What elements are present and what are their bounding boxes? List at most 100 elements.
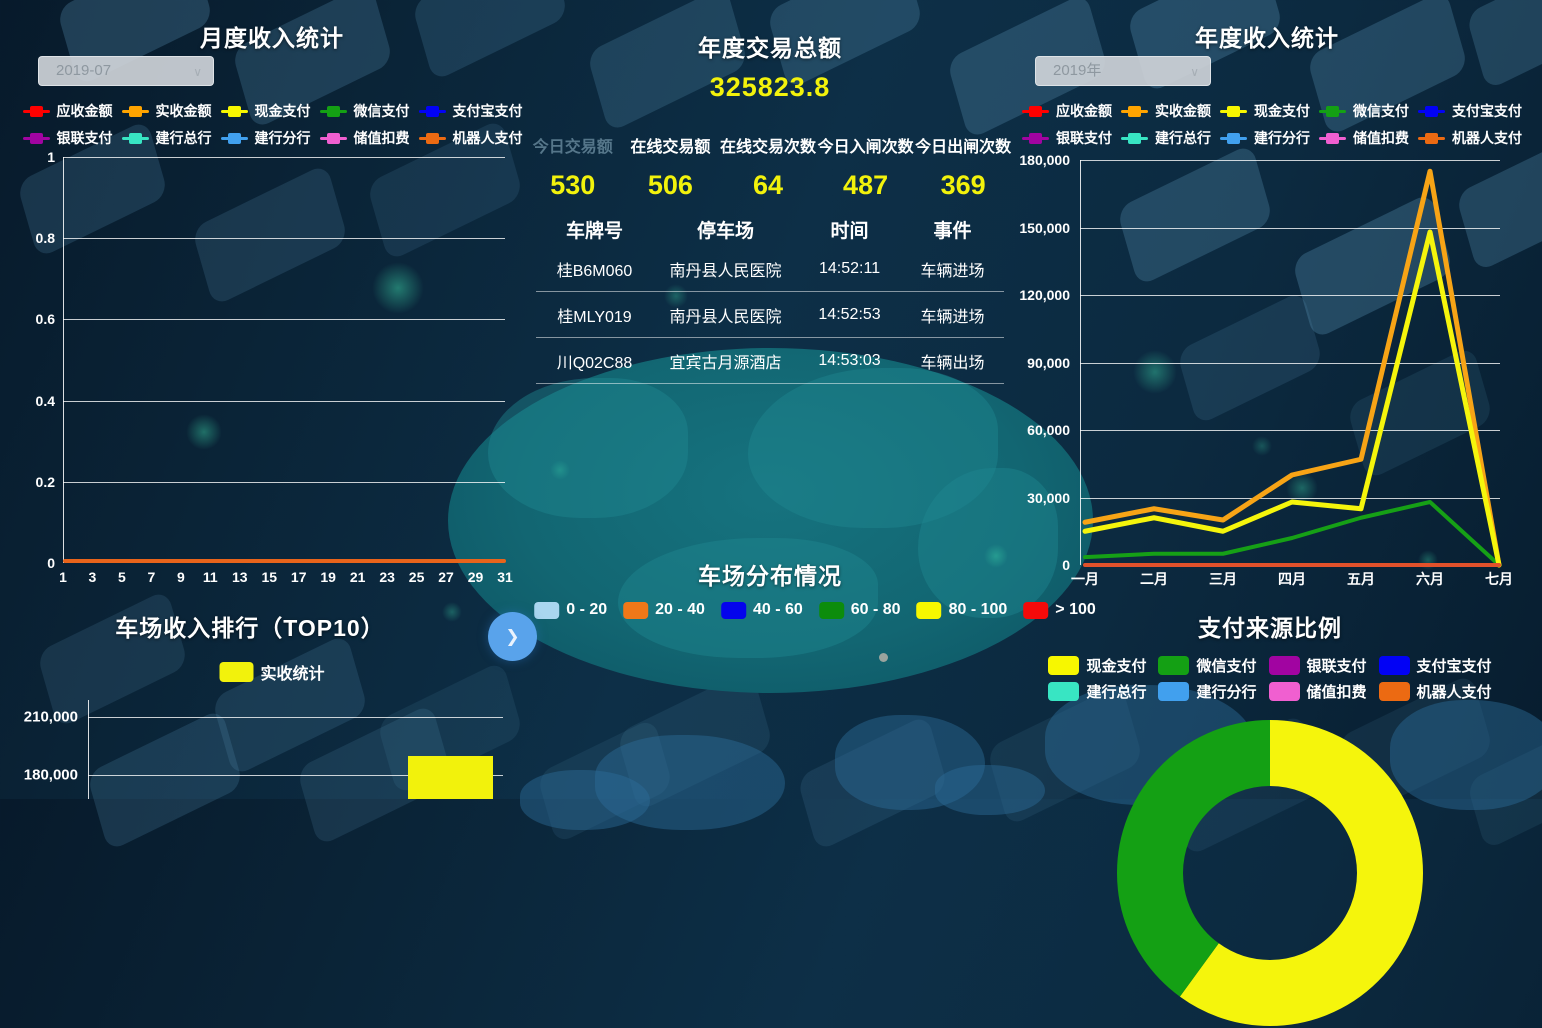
x-axis-tick-label: 13 (232, 569, 248, 585)
x-axis-tick-label: 七月 (1485, 571, 1513, 587)
globe-land (918, 468, 1058, 618)
legend-marker-icon (1220, 132, 1247, 144)
legend-label: 支付宝支付 (1452, 103, 1522, 119)
legend-marker-icon (319, 132, 347, 144)
legend-label: 银联支付 (1306, 658, 1367, 675)
legend-label: 20 - 40 (655, 601, 705, 618)
legend-item[interactable]: 支付宝支付 (1378, 655, 1492, 676)
legend-marker-icon (1268, 682, 1300, 701)
table-row: 川Q02C88 宜宾古月源酒店 14:53:03 车辆出场 (536, 338, 1004, 384)
legend-item[interactable]: 60 - 80 (818, 601, 901, 619)
annual-income-title: 年度收入统计 (1195, 25, 1339, 51)
payment-legend: 现金支付 微信支付 银联支付 支付宝支付建行总行 建行分行 储值扣费 机器人支付 (1040, 655, 1500, 702)
table-cell: 南丹县人民医院 (669, 262, 782, 280)
legend-marker-icon (1121, 132, 1148, 144)
stats-row: 今日交易额 530 在线交易额 506 在线交易次数 64 今日入闸次数 487 今日出闸次数 3… (524, 133, 1012, 201)
legend-item[interactable]: 银联支付 (1268, 655, 1367, 676)
legend-item[interactable]: 微信支付 (1158, 655, 1257, 676)
legend-item[interactable]: 建行总行 (1121, 128, 1211, 148)
line-series (1082, 229, 1502, 568)
top10-bar (408, 755, 493, 799)
x-axis-tick-label: 27 (438, 569, 454, 585)
legend-marker-icon (1023, 601, 1049, 619)
x-axis-tick-label: 四月 (1278, 571, 1306, 587)
next-button[interactable]: ❯ (488, 612, 537, 661)
legend-label: 现金支付 (1254, 103, 1310, 119)
glow-dot (1252, 436, 1272, 456)
table-cell: 川Q02C88 (556, 354, 633, 372)
table-cell: 桂MLY019 (557, 308, 632, 326)
gridline (63, 481, 505, 483)
legend-item[interactable]: 建行总行 (1048, 681, 1146, 702)
legend-label: 支付宝支付 (1416, 658, 1492, 675)
stat-value: 506 (647, 170, 693, 200)
legend-marker-icon (1418, 132, 1445, 144)
legend-item[interactable]: 建行分行 (1220, 128, 1310, 148)
legend-marker-icon (418, 132, 446, 144)
legend-marker-icon (418, 105, 446, 117)
legend-item[interactable]: 银联支付 (1022, 128, 1112, 148)
y-axis-tick-label: 150,000 (1019, 219, 1070, 236)
legend-item[interactable]: > 100 (1023, 601, 1096, 619)
legend-label: 应收金额 (1056, 103, 1112, 119)
line-series (1082, 168, 1502, 568)
glow-dot (550, 460, 570, 480)
legend-item[interactable]: 机器人支付 (418, 128, 523, 148)
legend-marker-icon (1121, 105, 1148, 117)
legend-item[interactable]: 机器人支付 (1418, 128, 1522, 148)
legend-item[interactable]: 机器人支付 (1378, 681, 1492, 702)
legend-item[interactable]: 微信支付 (319, 101, 410, 121)
carousel-dot-indicator[interactable] (879, 653, 888, 662)
legend-item[interactable]: 应收金额 (22, 101, 113, 121)
legend-label: 建行分行 (1196, 684, 1257, 701)
table-header-cell: 停车场 (697, 220, 755, 242)
legend-item[interactable]: 0 - 20 (534, 601, 607, 619)
legend-label: 现金支付 (254, 103, 311, 119)
legend-marker-icon (1158, 682, 1190, 701)
legend-item[interactable]: 现金支付 (1220, 101, 1310, 121)
year-select[interactable]: 2019年 ∨ (1035, 56, 1211, 86)
glow-dot (442, 602, 462, 622)
legend-item[interactable]: 40 - 60 (720, 601, 803, 619)
payment-ratio-title: 支付来源比例 (1198, 615, 1342, 641)
legend-item[interactable]: 银联支付 (22, 128, 113, 148)
legend-label: 实收金额 (155, 103, 212, 119)
legend-item[interactable]: 80 - 100 (916, 601, 1007, 619)
y-axis-tick-label: 0.6 (35, 311, 55, 328)
x-axis-tick-label: 二月 (1140, 571, 1168, 587)
legend-item[interactable]: 实收统计 (219, 660, 325, 684)
stat-value: 64 (752, 170, 783, 200)
x-axis-tick-label: 六月 (1416, 571, 1444, 587)
legend-item[interactable]: 建行分行 (1158, 681, 1257, 702)
legend-item[interactable]: 现金支付 (220, 101, 311, 121)
legend-marker-icon (1319, 105, 1346, 117)
chevron-down-icon: ∨ (1190, 65, 1199, 79)
legend-item[interactable]: 现金支付 (1048, 655, 1146, 676)
legend-item[interactable]: 20 - 40 (623, 601, 705, 619)
globe-land (618, 538, 878, 658)
month-select[interactable]: 2019-07 ∨ (38, 56, 214, 86)
legend-item[interactable]: 微信支付 (1319, 101, 1409, 121)
y-axis-tick-label: 60,000 (1027, 422, 1070, 438)
legend-item[interactable]: 储值扣费 (1268, 681, 1367, 702)
glow-dot (186, 414, 222, 450)
top10-title: 车场收入排行（TOP10） (115, 615, 385, 641)
x-axis-tick-label: 五月 (1347, 571, 1375, 587)
legend-item[interactable]: 支付宝支付 (418, 101, 523, 121)
x-axis-tick-label: 1 (59, 569, 67, 585)
legend-item[interactable]: 应收金额 (1022, 101, 1112, 121)
glow-dot (372, 262, 424, 314)
legend-item[interactable]: 建行总行 (121, 128, 212, 148)
legend-label: 建行总行 (155, 130, 212, 146)
legend-item[interactable]: 建行分行 (220, 128, 311, 148)
gridline (1080, 362, 1500, 364)
legend-label: 储值扣费 (1306, 684, 1367, 701)
legend-item[interactable]: 实收金额 (1121, 101, 1211, 121)
legend-item[interactable]: 储值扣费 (319, 128, 410, 148)
stat-label: 在线交易额 (630, 139, 711, 156)
legend-item[interactable]: 实收金额 (121, 101, 212, 121)
globe-land (488, 378, 688, 518)
legend-item[interactable]: 支付宝支付 (1418, 101, 1522, 121)
legend-item[interactable]: 储值扣费 (1319, 128, 1409, 148)
events-table: 车牌号 停车场 时间 事件 桂B6M060 南丹县人民医院 14:52:11 车辆进场 桂MLY… (536, 212, 1004, 384)
